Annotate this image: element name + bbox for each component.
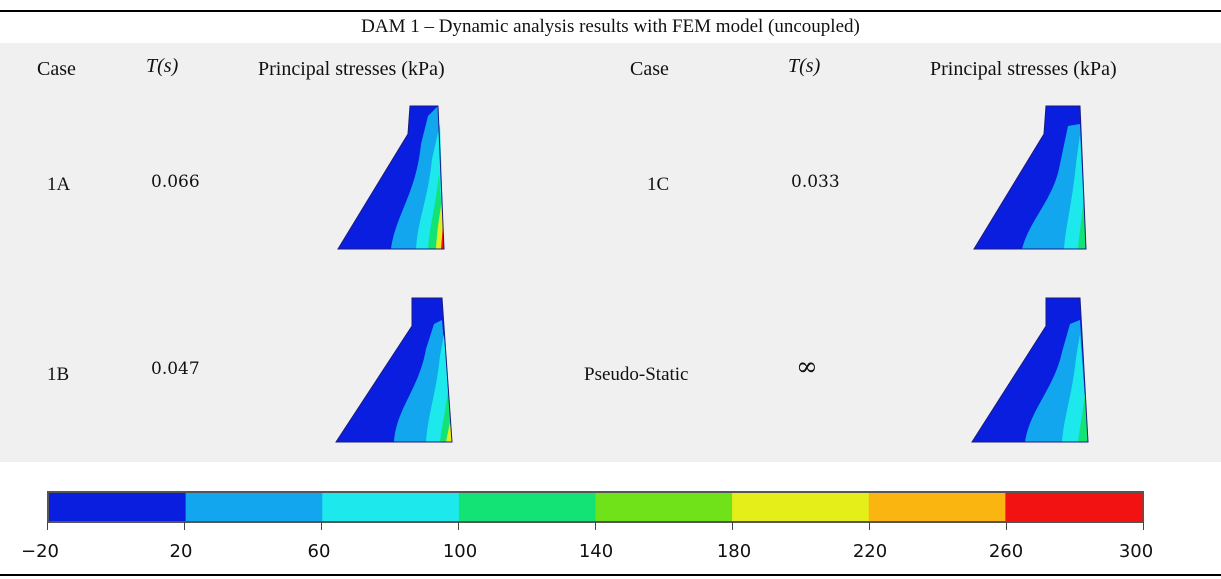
case-pseudo-static: Pseudo-Static (584, 364, 689, 385)
colorbar-segment (868, 493, 1006, 521)
tick-label: 100 (442, 541, 478, 562)
tick-label: −20 (21, 541, 59, 562)
period-1c: 0.033 (791, 172, 840, 192)
case-1a: 1A (47, 174, 71, 195)
period-pseudo-static: ∞ (796, 352, 818, 382)
tick-mark (869, 522, 870, 530)
tick-label: 260 (988, 541, 1024, 562)
dam-contour-1c (973, 105, 1087, 250)
colorbar-segment (322, 493, 460, 521)
header-case-2: Case (630, 58, 669, 80)
tick-mark (1143, 522, 1144, 530)
period-1a: 0.066 (151, 172, 200, 192)
colorbar-segment (458, 493, 596, 521)
dam-contour-pseudo-static (971, 297, 1089, 443)
colorbar-segment (732, 493, 870, 521)
header-stresses: Principal stresses (kPa) (258, 58, 445, 80)
period-1b: 0.047 (151, 359, 200, 379)
tick-mark (1006, 522, 1007, 530)
tick-label: 20 (169, 541, 193, 562)
stress-colorbar (47, 491, 1144, 523)
dam-contour-1b (335, 297, 453, 443)
tick-label: 140 (578, 541, 614, 562)
header-period-2: T(s) (788, 55, 821, 77)
tick-mark (595, 522, 596, 530)
header-period: T(s) (146, 55, 179, 77)
tick-label: 180 (716, 541, 752, 562)
tick-mark (458, 522, 459, 530)
table-title: DAM 1 – Dynamic analysis results with FE… (361, 16, 860, 37)
tick-mark (47, 522, 48, 530)
header-stresses-2: Principal stresses (kPa) (930, 58, 1117, 80)
bottom-rule (0, 574, 1221, 576)
colorbar-segment (595, 493, 733, 521)
case-1b: 1B (47, 364, 70, 385)
header-case: Case (37, 58, 76, 80)
tick-mark (321, 522, 322, 530)
colorbar-segment (1005, 493, 1143, 521)
tick-label: 300 (1118, 541, 1154, 562)
case-1c: 1C (647, 174, 670, 195)
tick-label: 220 (852, 541, 888, 562)
tick-mark (184, 522, 185, 530)
colorbar-segment (49, 493, 187, 521)
colorbar-segment (185, 493, 323, 521)
top-rule (0, 10, 1221, 12)
dam-contour-1a (337, 105, 445, 250)
tick-mark (732, 522, 733, 530)
tick-label: 60 (307, 541, 331, 562)
